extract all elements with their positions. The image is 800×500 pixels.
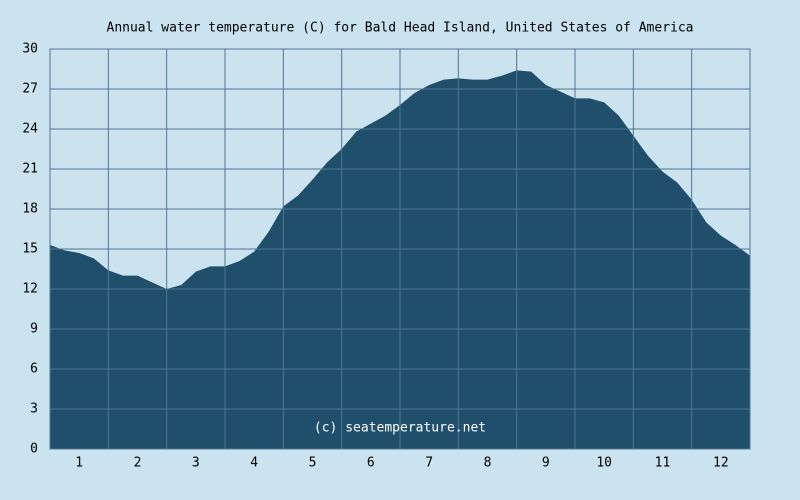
- y-tick-label: 24: [22, 122, 38, 137]
- x-tick-label: 4: [250, 456, 258, 471]
- y-tick-label: 21: [22, 162, 38, 177]
- x-tick-label: 1: [75, 456, 83, 471]
- y-tick-label: 3: [30, 402, 38, 417]
- y-tick-label: 9: [30, 322, 38, 337]
- y-tick-label: 18: [22, 202, 38, 217]
- watermark: (c) seatemperature.net: [314, 421, 486, 436]
- plot-border: [49, 48, 751, 450]
- x-tick-label: 9: [542, 456, 550, 471]
- x-tick-label: 3: [192, 456, 200, 471]
- y-tick-label: 6: [30, 362, 38, 377]
- x-tick-label: 10: [596, 456, 612, 471]
- x-tick-label: 6: [367, 456, 375, 471]
- y-tick-label: 27: [22, 82, 38, 97]
- x-tick-label: 2: [134, 456, 142, 471]
- x-tick-label: 7: [425, 456, 433, 471]
- chart-title: Annual water temperature (C) for Bald He…: [107, 21, 694, 36]
- y-tick-label: 12: [22, 282, 38, 297]
- y-tick-label: 15: [22, 242, 38, 257]
- x-tick-label: 11: [655, 456, 671, 471]
- x-tick-label: 12: [713, 456, 729, 471]
- x-tick-label: 5: [309, 456, 317, 471]
- y-tick-label: 30: [22, 42, 38, 57]
- y-tick-label: 0: [30, 442, 38, 457]
- x-tick-label: 8: [484, 456, 492, 471]
